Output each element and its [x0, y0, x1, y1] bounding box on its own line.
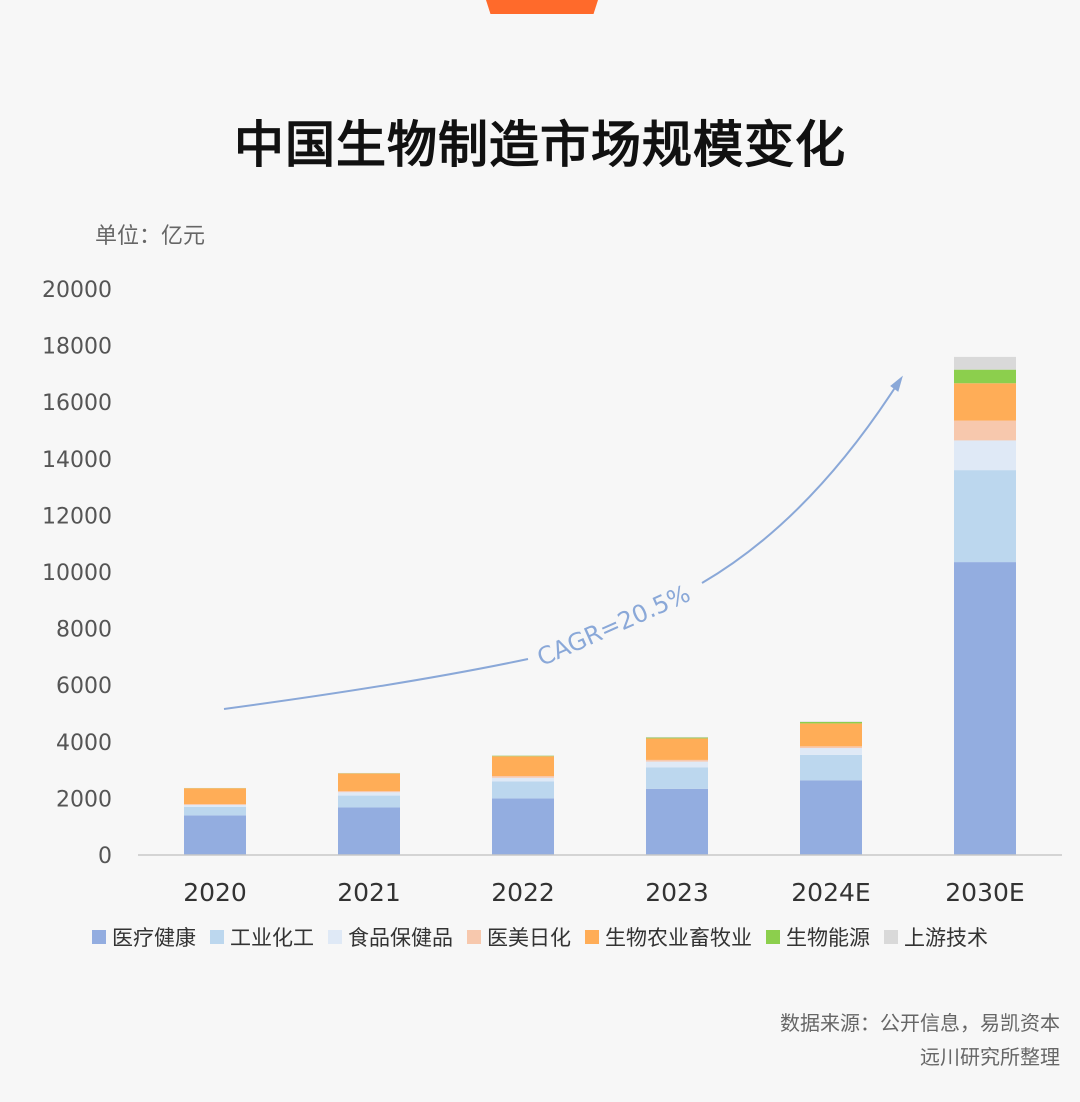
bar-segment: [184, 804, 246, 807]
source-note: 数据来源：公开信息，易凯资本 远川研究所整理: [780, 1006, 1060, 1074]
y-tick-label: 18000: [42, 335, 112, 360]
legend-label: 上游技术: [904, 926, 988, 950]
y-tick-label: 2000: [56, 787, 112, 812]
bar-segment: [184, 804, 246, 805]
y-tick-label: 6000: [56, 674, 112, 699]
x-tick-label: 2024E: [791, 878, 870, 907]
legend-item: 上游技术: [884, 922, 988, 952]
bar-segment: [646, 767, 708, 789]
cagr-label: CAGR=20.5%: [533, 579, 695, 671]
bar-segment: [646, 761, 708, 768]
legend-item: 食品保健品: [328, 922, 453, 952]
legend-label: 生物农业畜牧业: [605, 926, 752, 950]
legend-item: 医美日化: [467, 922, 571, 952]
x-tick-label: 2020: [183, 878, 247, 907]
x-axis-labels: 2020 2021 2022 2023 2024E 2030E: [183, 878, 1025, 907]
bar-segment: [338, 807, 400, 855]
bar-segment: [492, 777, 554, 782]
legend-label: 工业化工: [230, 926, 314, 950]
bar-segment: [800, 746, 862, 749]
bar-segment: [646, 736, 708, 738]
y-tick-label: 10000: [42, 561, 112, 586]
bar-segment: [184, 815, 246, 855]
bar-segment: [338, 773, 400, 792]
top-accent-tab: [486, 0, 598, 14]
y-tick-label: 16000: [42, 391, 112, 416]
y-axis-labels: 0 2000 4000 6000 8000 10000 12000 14000 16000 180…: [42, 278, 112, 869]
y-tick-label: 0: [98, 844, 112, 869]
bar-segment: [184, 806, 246, 816]
chart-title: 中国生物制造市场规模变化: [234, 116, 846, 174]
bar-segment: [954, 470, 1016, 563]
bar-segment: [646, 788, 708, 855]
y-tick-label: 8000: [56, 618, 112, 643]
y-tick-label: 12000: [42, 504, 112, 529]
legend-swatch: [585, 930, 599, 944]
bar-segment: [646, 759, 708, 762]
legend-item: 医疗健康: [92, 922, 196, 952]
y-tick-label: 14000: [42, 448, 112, 473]
legend-label: 生物能源: [786, 926, 870, 950]
legend-swatch: [467, 930, 481, 944]
bar-segment: [800, 780, 862, 855]
legend-swatch: [328, 930, 342, 944]
bar-segment: [646, 738, 708, 760]
legend-swatch: [766, 930, 780, 944]
x-tick-label: 2030E: [945, 878, 1024, 907]
source-line-2: 远川研究所整理: [920, 1045, 1060, 1069]
y-tick-label: 4000: [56, 731, 112, 756]
legend: 医疗健康 工业化工 食品保健品 医美日化 生物农业畜牧业 生物能源 上游技术: [0, 922, 1080, 952]
legend-label: 食品保健品: [348, 926, 453, 950]
bar-segment: [492, 755, 554, 757]
x-tick-label: 2021: [337, 878, 401, 907]
cagr-arrow-line: [701, 382, 899, 584]
legend-item: 生物能源: [766, 922, 870, 952]
bar-segment: [954, 356, 1016, 370]
bar-segment: [954, 440, 1016, 471]
cagr-arrow-line: [223, 658, 529, 710]
bar-segment: [492, 776, 554, 778]
source-line-1: 数据来源：公开信息，易凯资本: [780, 1011, 1060, 1035]
bar-segment: [954, 369, 1016, 384]
legend-item: 工业化工: [210, 922, 314, 952]
bar-segment: [800, 721, 862, 724]
bar-segment: [184, 788, 246, 805]
bar-segment: [954, 420, 1016, 441]
bar-segment: [338, 791, 400, 793]
legend-swatch: [210, 930, 224, 944]
x-tick-label: 2023: [645, 878, 709, 907]
bar-segment: [492, 798, 554, 855]
cagr-arrowhead: [890, 375, 903, 392]
bar-segment: [800, 748, 862, 755]
bar-group: [184, 356, 1016, 855]
bar-segment: [492, 781, 554, 799]
bar-segment: [646, 737, 708, 739]
bar-segment: [492, 756, 554, 777]
legend-label: 医疗健康: [112, 926, 196, 950]
bar-segment: [954, 383, 1016, 421]
bar-segment: [800, 723, 862, 747]
unit-label: 单位：亿元: [95, 224, 206, 249]
bar-segment: [954, 562, 1016, 855]
legend-swatch: [92, 930, 106, 944]
y-tick-label: 20000: [42, 278, 112, 303]
cagr-arrow: CAGR=20.5%: [223, 375, 903, 710]
legend-label: 医美日化: [487, 926, 571, 950]
bar-segment: [338, 792, 400, 796]
legend-swatch: [884, 930, 898, 944]
bar-segment: [800, 754, 862, 781]
bar-segment: [800, 721, 862, 722]
bar-segment: [338, 795, 400, 808]
legend-item: 生物农业畜牧业: [585, 922, 752, 952]
x-tick-label: 2022: [491, 878, 555, 907]
